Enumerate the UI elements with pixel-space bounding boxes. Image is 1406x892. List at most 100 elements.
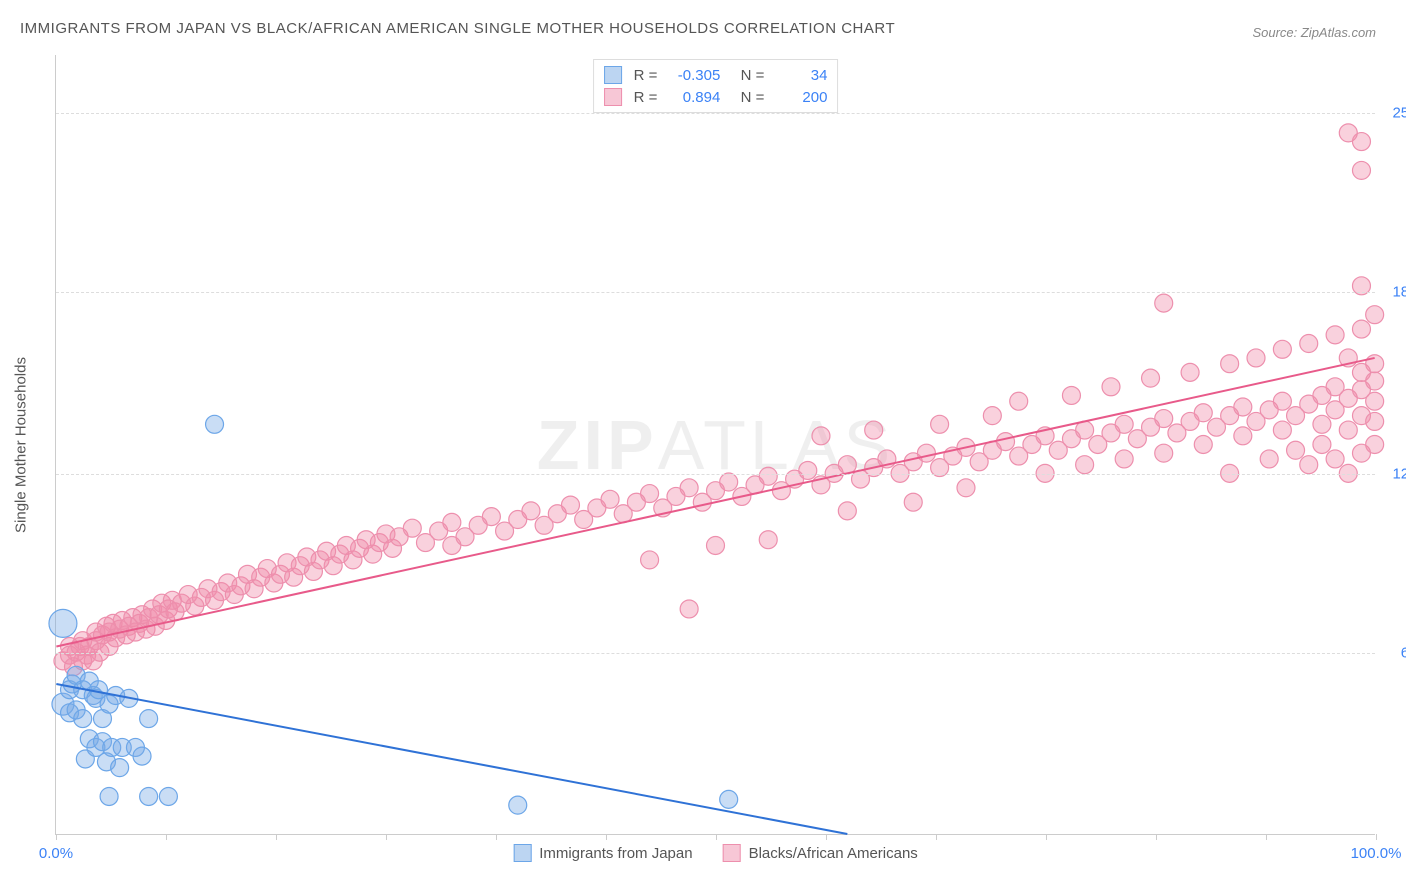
chart-plot-area: Single Mother Households ZIPATLAS R = -0… [55, 55, 1375, 835]
scatter-point [443, 513, 461, 531]
scatter-point [509, 796, 527, 814]
scatter-point [957, 479, 975, 497]
scatter-point [1155, 444, 1173, 462]
legend-label-black: Blacks/African Americans [749, 845, 918, 862]
scatter-point [1326, 326, 1344, 344]
x-tick [496, 834, 497, 840]
y-tick-label: 12.5% [1380, 465, 1406, 482]
scatter-point [799, 461, 817, 479]
scatter-point [1234, 398, 1252, 416]
n-value-black: 200 [772, 89, 827, 106]
scatter-point [1339, 421, 1357, 439]
scatter-point [759, 531, 777, 549]
scatter-point [759, 467, 777, 485]
scatter-point [1352, 161, 1370, 179]
scatter-point [1181, 363, 1199, 381]
scatter-point [720, 790, 738, 808]
scatter-point [111, 759, 129, 777]
y-tick-label: 6.3% [1380, 645, 1406, 662]
x-tick [166, 834, 167, 840]
scatter-point [1194, 404, 1212, 422]
scatter-point [482, 508, 500, 526]
scatter-point [1352, 133, 1370, 151]
x-tick [1156, 834, 1157, 840]
swatch-black-bottom [723, 844, 741, 862]
scatter-point [1366, 392, 1384, 410]
scatter-point [1194, 436, 1212, 454]
n-label: N = [732, 67, 764, 84]
x-tick [276, 834, 277, 840]
scatter-point [1366, 372, 1384, 390]
scatter-point [812, 427, 830, 445]
scatter-point [1234, 427, 1252, 445]
trend-line [56, 684, 847, 834]
n-value-japan: 34 [772, 67, 827, 84]
scatter-point [865, 421, 883, 439]
scatter-point [1366, 412, 1384, 430]
scatter-point [1313, 415, 1331, 433]
x-tick [826, 834, 827, 840]
correlation-legend: R = -0.305 N = 34 R = 0.894 N = 200 [593, 59, 839, 113]
scatter-point [931, 415, 949, 433]
legend-row-black: R = 0.894 N = 200 [604, 86, 828, 108]
r-value-japan: -0.305 [665, 67, 720, 84]
y-tick-label: 25.0% [1380, 104, 1406, 121]
scatter-point [1155, 410, 1173, 428]
scatter-point [1366, 355, 1384, 373]
scatter-point [1115, 450, 1133, 468]
scatter-point [100, 788, 118, 806]
chart-title: IMMIGRANTS FROM JAPAN VS BLACK/AFRICAN A… [20, 20, 895, 37]
scatter-point [133, 747, 151, 765]
series-legend: Immigrants from Japan Blacks/African Ame… [513, 844, 918, 862]
scatter-point [1300, 456, 1318, 474]
n-label: N = [732, 89, 764, 106]
scatter-point [522, 502, 540, 520]
scatter-point [49, 609, 77, 637]
x-tick [1046, 834, 1047, 840]
grid-line [56, 292, 1375, 293]
scatter-point [1062, 386, 1080, 404]
scatter-point [1076, 456, 1094, 474]
scatter-point [1366, 306, 1384, 324]
grid-line [56, 653, 1375, 654]
scatter-point [1287, 441, 1305, 459]
x-tick [1376, 834, 1377, 840]
y-axis-label: Single Mother Households [13, 357, 30, 533]
scatter-point [601, 490, 619, 508]
scatter-point [1155, 294, 1173, 312]
scatter-point [140, 788, 158, 806]
scatter-point [1142, 369, 1160, 387]
scatter-point [1221, 355, 1239, 373]
x-tick [56, 834, 57, 840]
source-attribution: Source: ZipAtlas.com [1252, 25, 1376, 40]
x-tick [386, 834, 387, 840]
scatter-point [561, 496, 579, 514]
x-tick [936, 834, 937, 840]
scatter-point [140, 710, 158, 728]
legend-row-japan: R = -0.305 N = 34 [604, 64, 828, 86]
r-value-black: 0.894 [665, 89, 720, 106]
legend-label-japan: Immigrants from Japan [539, 845, 692, 862]
scatter-point [403, 519, 421, 537]
scatter-point [1273, 340, 1291, 358]
x-tick [1266, 834, 1267, 840]
scatter-point [1102, 378, 1120, 396]
x-tick [716, 834, 717, 840]
r-label: R = [634, 89, 658, 106]
scatter-point [1352, 320, 1370, 338]
scatter-point [680, 600, 698, 618]
scatter-point [206, 415, 224, 433]
swatch-black [604, 88, 622, 106]
scatter-point [1273, 421, 1291, 439]
swatch-japan-bottom [513, 844, 531, 862]
scatter-point [1326, 450, 1344, 468]
scatter-point [838, 502, 856, 520]
scatter-point [1260, 450, 1278, 468]
legend-item-black: Blacks/African Americans [723, 844, 918, 862]
scatter-svg [56, 55, 1375, 834]
swatch-japan [604, 66, 622, 84]
scatter-point [983, 407, 1001, 425]
scatter-point [1300, 335, 1318, 353]
scatter-point [641, 551, 659, 569]
scatter-point [641, 485, 659, 503]
